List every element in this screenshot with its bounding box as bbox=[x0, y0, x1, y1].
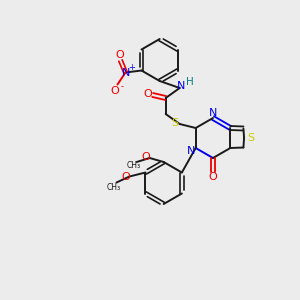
Text: O: O bbox=[121, 172, 130, 182]
Text: S: S bbox=[248, 133, 255, 143]
Text: CH₃: CH₃ bbox=[127, 161, 141, 170]
Text: H: H bbox=[186, 77, 194, 87]
Text: O: O bbox=[208, 172, 217, 182]
Text: +: + bbox=[128, 63, 135, 72]
Text: O: O bbox=[110, 85, 119, 95]
Text: N: N bbox=[122, 68, 131, 77]
Text: O: O bbox=[143, 89, 152, 99]
Text: S: S bbox=[171, 118, 178, 128]
Text: O: O bbox=[115, 50, 124, 59]
Text: N: N bbox=[187, 146, 195, 156]
Text: N: N bbox=[176, 81, 185, 91]
Text: -: - bbox=[121, 82, 124, 91]
Text: N: N bbox=[209, 108, 217, 118]
Text: CH₃: CH₃ bbox=[106, 183, 121, 192]
Text: O: O bbox=[141, 152, 150, 162]
